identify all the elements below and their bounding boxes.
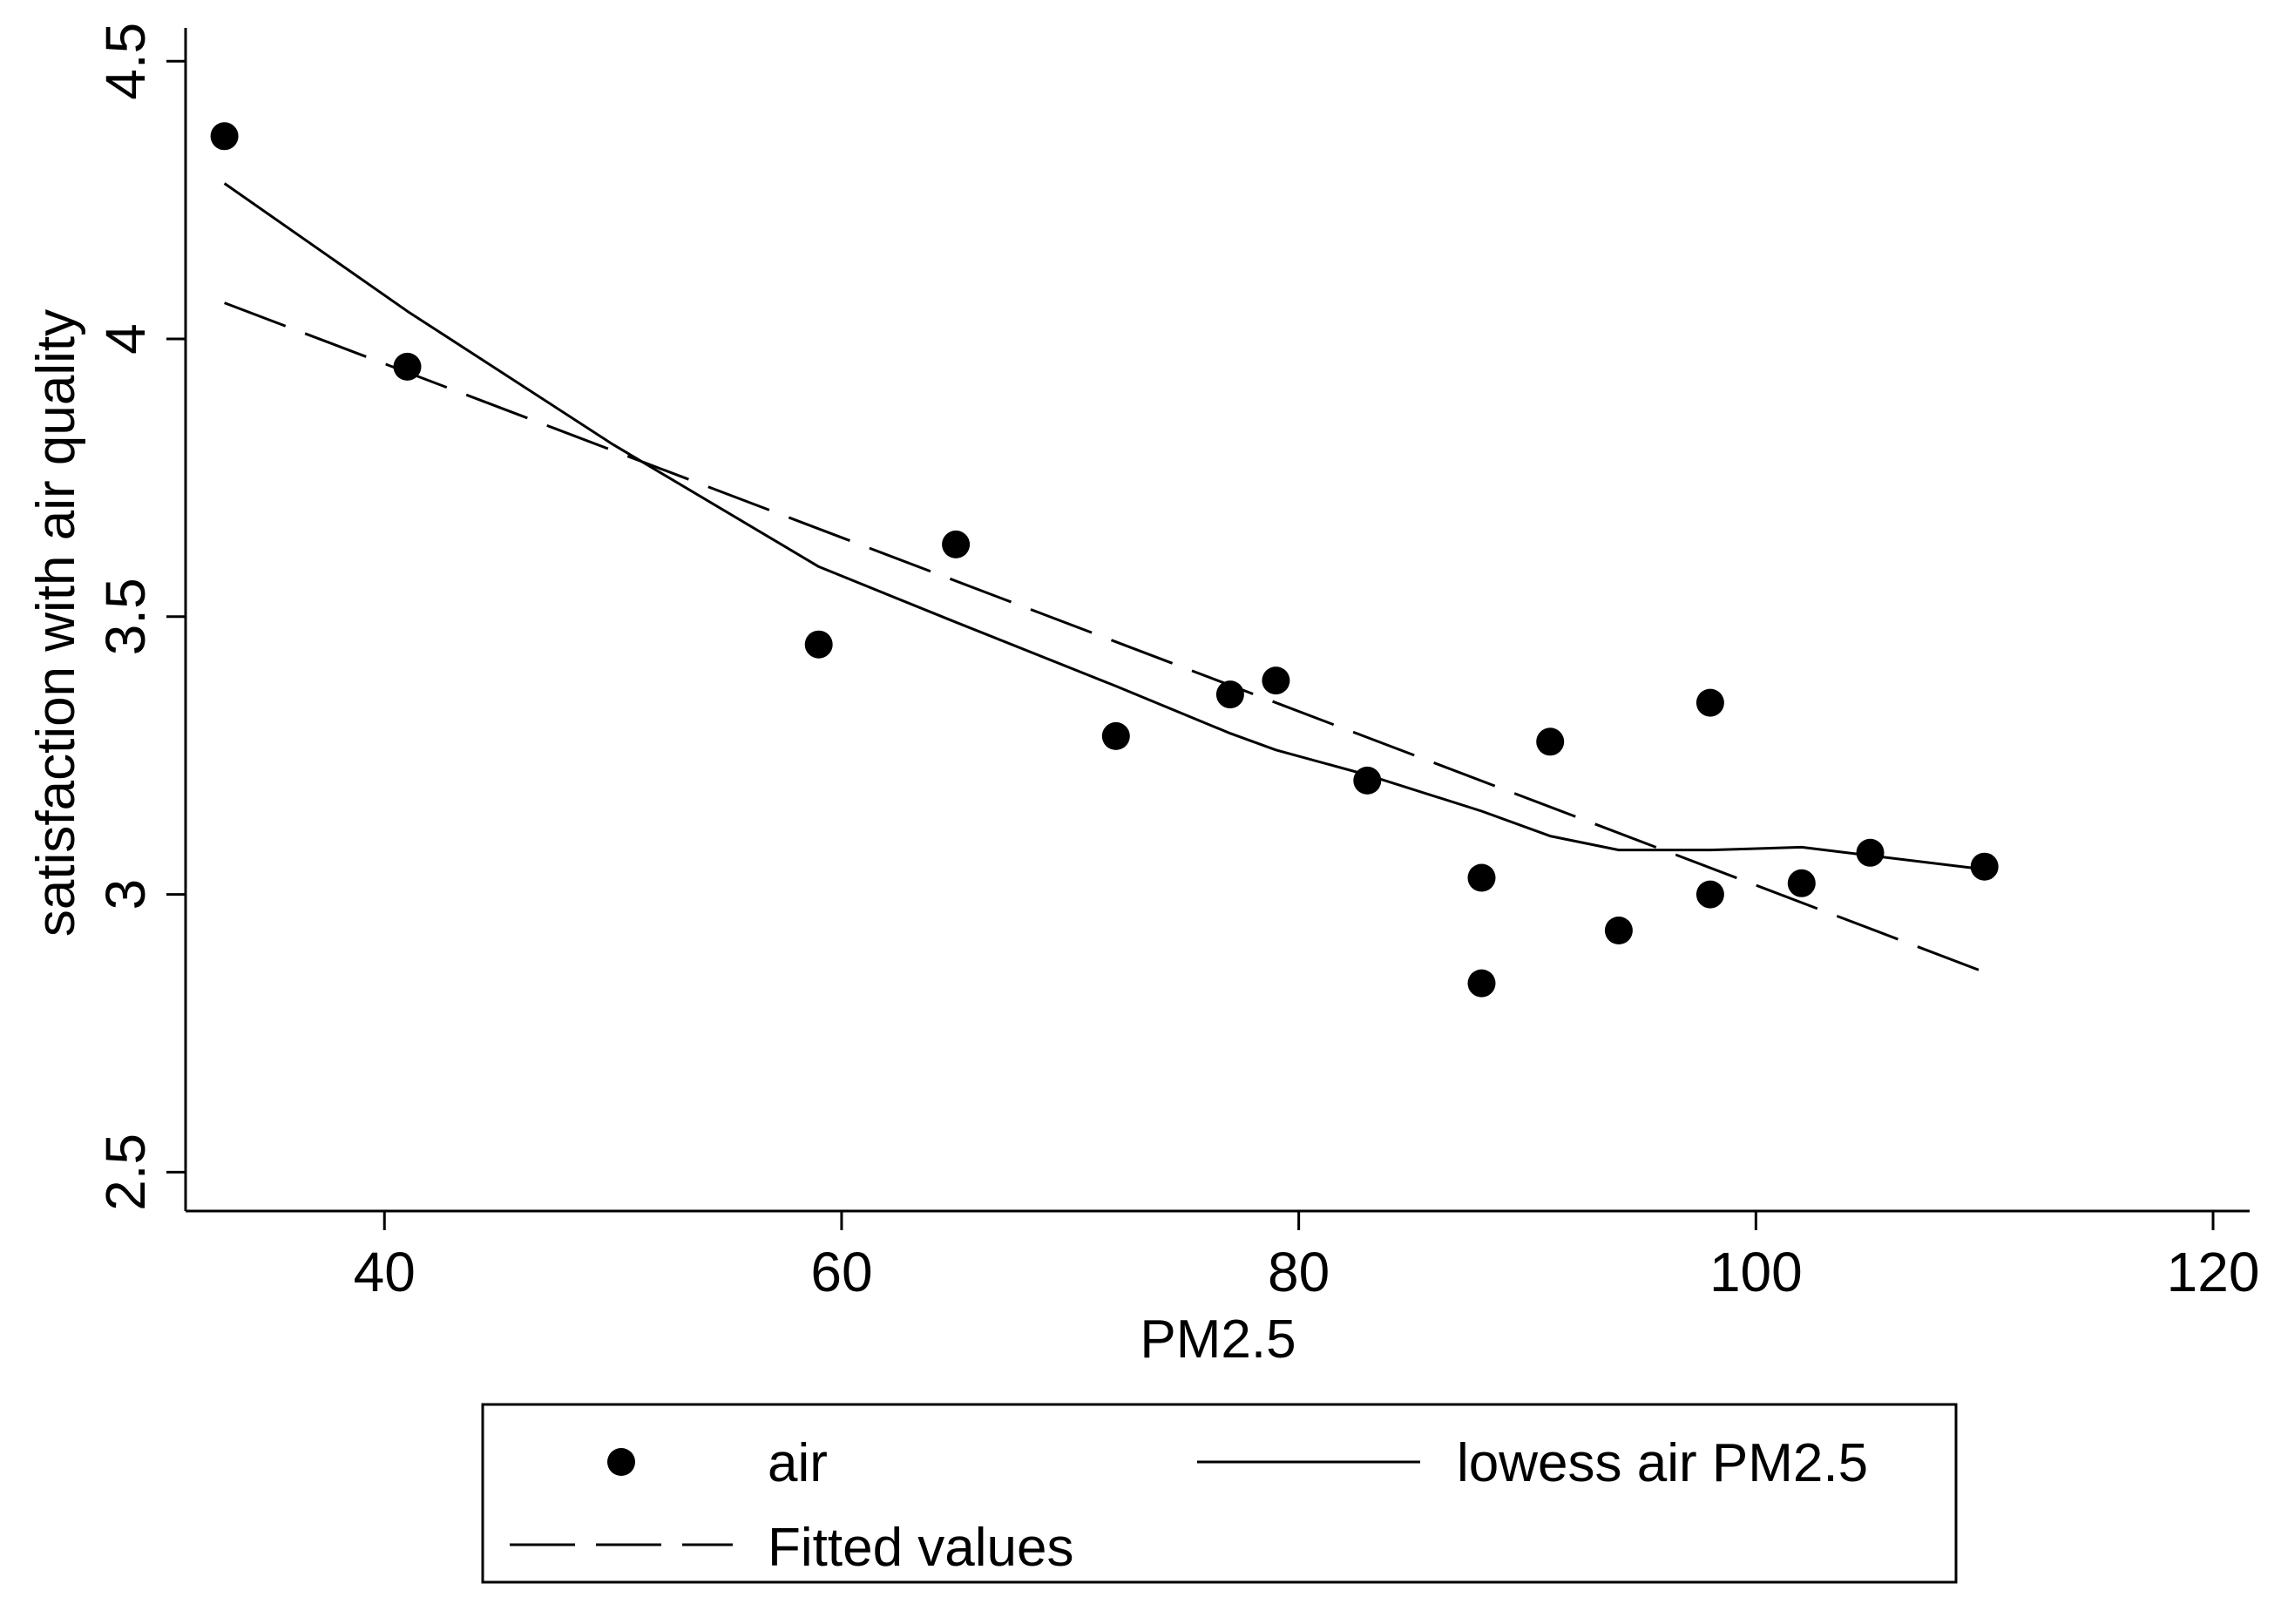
fitted-values-line xyxy=(224,301,1986,974)
legend-box xyxy=(481,1403,1958,1584)
y-tick-label: 2.5 xyxy=(94,1133,157,1211)
legend-label-lowess: lowess air PM2.5 xyxy=(1457,1433,1868,1493)
data-point xyxy=(942,530,971,558)
data-point xyxy=(1787,869,1816,897)
data-point xyxy=(1215,680,1244,709)
y-tick-label: 4.5 xyxy=(94,23,157,100)
y-ticks: 2.5 3 3.5 4 4.5 xyxy=(94,23,186,1211)
data-point xyxy=(210,122,239,151)
x-tick-label: 120 xyxy=(2167,1241,2260,1303)
x-tick-label: 80 xyxy=(1268,1241,1330,1303)
y-tick-label: 3.5 xyxy=(94,578,157,655)
legend-marker-air xyxy=(607,1448,635,1476)
legend-label-air: air xyxy=(768,1433,828,1493)
series-layer xyxy=(223,182,1986,974)
y-tick-label: 4 xyxy=(94,323,157,355)
lowess-line xyxy=(223,182,1985,871)
legend: air lowess air PM2.5 Fitted values xyxy=(481,1403,1958,1584)
y-tick-label: 3 xyxy=(94,879,157,910)
data-point xyxy=(393,352,422,381)
data-point xyxy=(1101,721,1130,750)
data-point xyxy=(1696,688,1724,717)
plot-area: 2.5 3 3.5 4 4.5 40 60 80 100 120 xyxy=(94,23,2259,1303)
points-layer xyxy=(210,122,1999,998)
data-point xyxy=(1536,727,1565,756)
x-ticks: 40 60 80 100 120 xyxy=(354,1211,2260,1303)
y-axis-title: satisfaction with air quality xyxy=(26,309,86,937)
x-tick-label: 60 xyxy=(810,1241,872,1303)
data-point xyxy=(1604,917,1633,944)
data-point xyxy=(1262,667,1290,695)
data-point xyxy=(1856,838,1885,867)
x-axis-title: PM2.5 xyxy=(1140,1309,1296,1370)
data-point xyxy=(1353,766,1382,795)
legend-label-fitted: Fitted values xyxy=(768,1518,1074,1578)
x-tick-label: 40 xyxy=(354,1241,416,1303)
data-point xyxy=(1696,880,1724,909)
data-point xyxy=(1467,969,1496,998)
x-tick-label: 100 xyxy=(1709,1241,1803,1303)
data-point xyxy=(1467,863,1496,892)
data-point xyxy=(804,630,833,659)
data-point xyxy=(1970,852,1999,881)
